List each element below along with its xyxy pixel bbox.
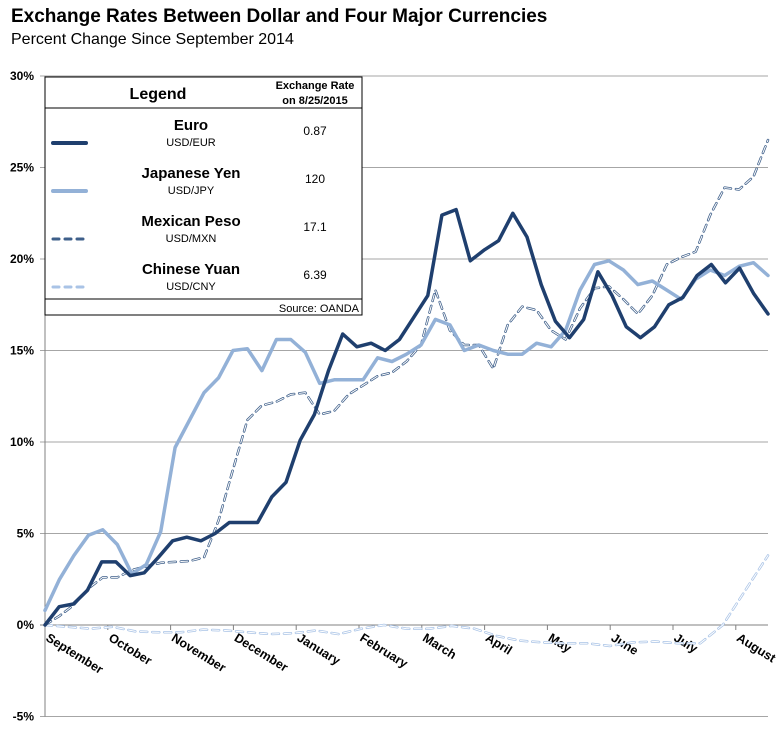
legend-source: Source: OANDA bbox=[279, 303, 360, 315]
legend-rate-value: 0.87 bbox=[303, 124, 327, 138]
x-tick-label: October bbox=[106, 631, 154, 668]
legend-currency-name: Euro bbox=[174, 117, 208, 134]
legend-currency-pair: USD/CNY bbox=[166, 281, 216, 293]
x-tick-label: September bbox=[43, 631, 105, 677]
legend-currency-pair: USD/JPY bbox=[168, 185, 215, 197]
legend: Legend Exchange Rate on 8/25/2015 Source… bbox=[44, 76, 363, 316]
legend-currency-pair: USD/EUR bbox=[166, 137, 216, 149]
x-tick-label: November bbox=[169, 631, 228, 675]
chart-title: Exchange Rates Between Dollar and Four M… bbox=[11, 6, 548, 27]
legend-currency-pair: USD/MXN bbox=[166, 233, 217, 245]
y-tick-label: 20% bbox=[10, 252, 34, 266]
series-line-inner bbox=[44, 555, 769, 647]
x-tick-label: June bbox=[609, 631, 641, 658]
series-line-inner bbox=[44, 139, 769, 626]
x-tick-label: April bbox=[483, 631, 515, 658]
legend-rate-value: 6.39 bbox=[303, 268, 327, 282]
legend-rate-heading: Exchange Rate bbox=[276, 80, 355, 92]
legend-rate-value: 120 bbox=[305, 172, 325, 186]
x-tick-label: August bbox=[734, 631, 779, 666]
legend-currency-name: Chinese Yuan bbox=[142, 261, 240, 278]
legend-box bbox=[44, 76, 363, 316]
legend-currency-name: Japanese Yen bbox=[142, 165, 241, 182]
x-tick-label: December bbox=[232, 631, 291, 675]
y-tick-label: 30% bbox=[10, 69, 34, 83]
y-tick-label: -5% bbox=[13, 710, 35, 724]
y-tick-label: 15% bbox=[10, 344, 34, 358]
legend-rate-date: on 8/25/2015 bbox=[282, 95, 347, 107]
y-tick-label: 25% bbox=[10, 161, 34, 175]
series-line-euro bbox=[43, 207, 770, 627]
legend-heading: Legend bbox=[130, 86, 187, 103]
x-tick-label: January bbox=[295, 631, 343, 668]
y-tick-label: 5% bbox=[17, 527, 35, 541]
y-tick-label: 10% bbox=[10, 435, 34, 449]
y-tick-label: 0% bbox=[17, 618, 35, 632]
x-tick-label: March bbox=[420, 631, 459, 662]
x-tick-label: February bbox=[357, 631, 410, 671]
legend-currency-name: Mexican Peso bbox=[141, 213, 240, 230]
series-line-japanese-yen bbox=[43, 259, 770, 613]
legend-rate-value: 17.1 bbox=[303, 220, 327, 234]
chart-subtitle: Percent Change Since September 2014 bbox=[11, 31, 294, 48]
